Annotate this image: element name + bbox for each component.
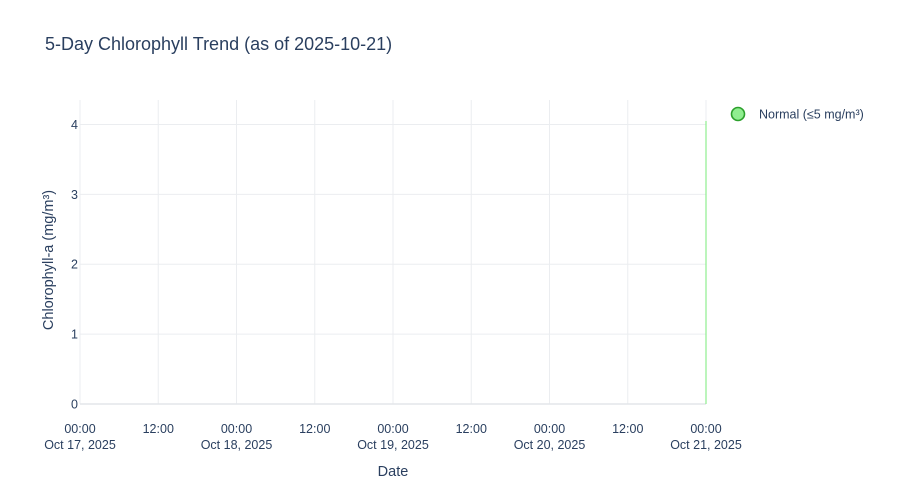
x-tick-label-time: 00:00 [377,422,408,436]
legend-marker [730,106,746,122]
x-tick-label-time: 00:00 [534,422,565,436]
legend-label: Normal (≤5 mg/m³) [759,108,864,122]
legend-item[interactable]: Normal (≤5 mg/m³) [730,106,864,122]
x-tick-label-time: 12:00 [456,422,487,436]
x-tick-label-date: Oct 20, 2025 [514,438,586,452]
x-axis-ticks: 00:00 Oct 17, 2025 12:00 00:00 Oct 18, 2025 1… [44,422,742,452]
x-tick-label-time: 12:00 [612,422,643,436]
x-tick-label-time: 12:00 [143,422,174,436]
y-tick-label: 4 [71,118,78,132]
x-tick-label-date: Oct 19, 2025 [357,438,429,452]
y-axis-title: Chlorophyll-a (mg/m³) [41,190,57,330]
y-tick-label: 1 [71,328,78,342]
x-axis-title: Date [378,464,409,480]
x-tick-label-time: 00:00 [221,422,252,436]
chart-title: 5-Day Chlorophyll Trend (as of 2025-10-2… [45,34,392,54]
y-tick-label: 0 [71,398,78,412]
legend[interactable]: Normal (≤5 mg/m³) [730,106,864,122]
x-tick-label-time: 00:00 [690,422,721,436]
x-tick-label-date: Oct 18, 2025 [201,438,273,452]
x-tick-label-time: 12:00 [299,422,330,436]
y-axis-ticks: 0 1 2 3 4 [71,118,78,412]
x-tick-label-date: Oct 21, 2025 [670,438,742,452]
grid [79,100,707,405]
y-tick-label: 3 [71,188,78,202]
x-tick-label-date: Oct 17, 2025 [44,438,116,452]
y-tick-label: 2 [71,258,78,272]
x-tick-label-time: 00:00 [64,422,95,436]
